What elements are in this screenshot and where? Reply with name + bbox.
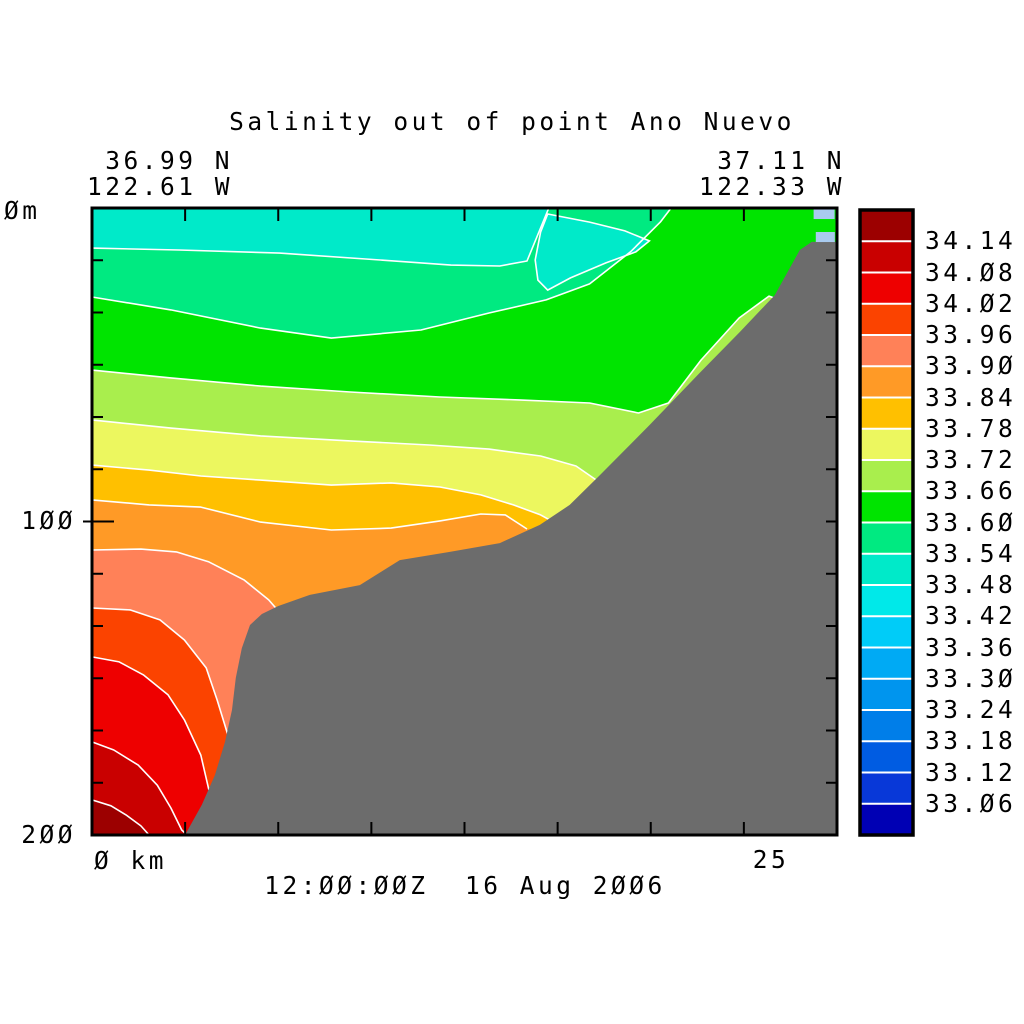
colorbar-tick-label: 33.42 (925, 601, 1017, 630)
colorbar-band (860, 366, 913, 398)
colorbar-tick-label: 33.18 (925, 726, 1017, 755)
colorbar-band (860, 553, 913, 585)
x-axis-label-25km: 25 (752, 844, 790, 874)
colorbar-tick-label: 33.66 (925, 476, 1017, 505)
colorbar-tick-label: 33.9Ø (925, 351, 1017, 380)
colorbar-tick-label: 33.72 (925, 444, 1017, 474)
turquoise-lens (534, 213, 651, 292)
right-endpoint-latitude: 37.11 N (717, 145, 845, 175)
colorbar-tick-label: 34.Ø2 (925, 288, 1017, 318)
left-endpoint-longitude: 122.61 W (86, 171, 233, 201)
y-axis-label-200m: 2ØØ (21, 819, 76, 849)
isoline-34.14 (91, 799, 150, 836)
colorbar-tick-label: 33.54 (925, 538, 1017, 568)
isoline-33.78 (91, 464, 552, 522)
colorbar-band (860, 335, 913, 367)
colorbar-tick-label: 34.Ø8 (925, 257, 1017, 287)
colorbar-band (860, 741, 913, 773)
isoline-33.72 (91, 419, 615, 501)
colorbar-separator (860, 521, 913, 524)
colorbar-separator (860, 584, 913, 586)
surface-anomaly-patch (815, 232, 835, 243)
y-axis-label-surface: Øm (4, 195, 41, 225)
x-axis-label-0km: Ø km (94, 845, 168, 875)
colorbar-separator (860, 677, 913, 680)
colorbar-band (860, 710, 913, 742)
colorbar-tick-label: 34.14 (925, 226, 1017, 255)
colorbar-separator (860, 365, 913, 368)
colorbar-tick-label: 33.6Ø (925, 507, 1017, 537)
colorbar-separator (860, 427, 913, 430)
colorbar-band (860, 272, 913, 304)
colorbar-tick-label: 33.78 (925, 413, 1017, 443)
colorbar-band (860, 210, 913, 242)
colorbar-separator (860, 802, 913, 805)
colorbar-tick-label: 33.48 (925, 569, 1017, 599)
colorbar-frame (858, 208, 915, 837)
colorbar-tick-label: 33.84 (925, 382, 1017, 412)
colorbar-band (860, 491, 913, 523)
contour-band (92, 741, 837, 835)
colorbar-separator (860, 709, 913, 711)
isoline-34.02 (91, 656, 210, 791)
colorbar-tick-label: 33.12 (925, 757, 1017, 787)
colorbar-tick-label: 33.Ø6 (925, 788, 1017, 818)
colorbar-separator (860, 740, 913, 743)
colorbar-tick-label: 33.3Ø (925, 663, 1017, 693)
colorbar-band (860, 241, 913, 273)
isoline-33.66 (91, 295, 786, 414)
colorbar-separator (860, 615, 913, 618)
isoline-34.08 (91, 741, 188, 836)
left-endpoint-latitude: 36.99 N (105, 145, 233, 175)
bathymetry-mask (185, 241, 837, 835)
right-endpoint-longitude: 122.33 W (698, 171, 845, 201)
colorbar-separator (860, 334, 913, 336)
colorbar-separator (860, 459, 913, 461)
plot-frame (90, 206, 839, 837)
colorbar-band (860, 803, 913, 835)
colorbar-separator (860, 396, 913, 399)
colorbar-separator (860, 302, 913, 305)
colorbar-band (860, 460, 913, 492)
colorbar-band (860, 647, 913, 679)
plot-title: Salinity out of point Ano Nuevo (229, 106, 795, 136)
colorbar-separator (860, 271, 913, 274)
isoline-33.54 (91, 207, 550, 267)
time-label: 12:ØØ:ØØZ 16 Aug 2ØØ6 (264, 870, 666, 900)
colorbar-band (860, 678, 913, 710)
colorbar-band (860, 522, 913, 554)
colorbar-band (860, 772, 913, 804)
colorbar-tick-label: 33.24 (925, 694, 1017, 724)
colorbar-band (860, 303, 913, 335)
colorbar-separator (860, 552, 913, 555)
colorbar-band (860, 397, 913, 429)
colorbar-separator (860, 771, 913, 774)
colorbar-band (860, 616, 913, 648)
colorbar-tick-label: 33.36 (925, 632, 1017, 662)
y-axis-label-100m: 1ØØ (21, 505, 76, 535)
isoline-33.9 (91, 548, 294, 629)
colorbar-band (860, 585, 913, 617)
colorbar-separator (860, 490, 913, 493)
colorbar-separator (860, 240, 913, 243)
isoline-33.84 (91, 499, 528, 531)
surface-anomaly-patch (813, 209, 835, 220)
colorbar-separator (860, 646, 913, 649)
isoline-33.6 (91, 207, 672, 339)
colorbar-band (860, 428, 913, 460)
isoline-33.96 (91, 607, 229, 736)
colorbar-tick-label: 33.96 (925, 319, 1017, 349)
